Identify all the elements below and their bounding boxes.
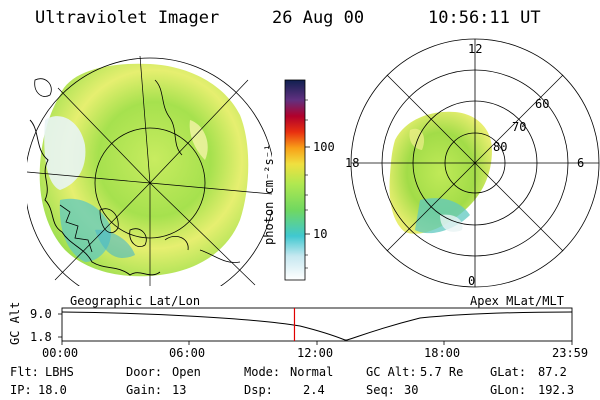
gain-label: Gain: xyxy=(126,383,163,397)
xtick-2359: 23:59 xyxy=(552,346,589,360)
time-label: 10:56:11 UT xyxy=(428,8,541,28)
seq-label: Seq: xyxy=(366,383,395,397)
glon-label: GLon: xyxy=(490,383,527,397)
mode-value: Normal xyxy=(290,365,334,379)
altitude-ylabel: GC Alt xyxy=(8,301,22,345)
filter-label: Flt: xyxy=(10,365,39,379)
glat-label: GLat: xyxy=(490,365,527,379)
coastline xyxy=(29,119,161,276)
altitude-ytick-1.8: 1.8 xyxy=(30,330,52,344)
xtick-1200: 12:00 xyxy=(297,346,334,360)
mlt-label-0: 0 xyxy=(468,274,476,288)
altitude-curve xyxy=(61,311,573,341)
dsp-label: Dsp: xyxy=(244,383,273,397)
colorbar-tick-10: 10 xyxy=(313,227,328,241)
mode-label: Mode: xyxy=(244,365,281,379)
altitude-ytick-9: 9.0 xyxy=(30,307,52,321)
colorbar xyxy=(284,79,306,281)
xtick-0600: 06:00 xyxy=(169,346,206,360)
ip-value: 18.0 xyxy=(38,383,67,397)
gain-value: 13 xyxy=(172,383,187,397)
date-label: 26 Aug 00 xyxy=(272,8,365,28)
colorbar-unit-label: photon cm⁻²s⁻¹ xyxy=(262,143,276,245)
geographic-caption: Geographic Lat/Lon xyxy=(70,294,201,308)
seq-value: 30 xyxy=(404,383,419,397)
mlat-label-80: 80 xyxy=(493,140,508,154)
gc-alt-label: GC Alt: xyxy=(366,365,417,379)
filter-value: LBHS xyxy=(45,365,74,379)
door-value: Open xyxy=(172,365,201,379)
mlat-label-70: 70 xyxy=(512,120,527,134)
instrument-title: Ultraviolet Imager xyxy=(35,8,220,28)
glon-value: 192.3 xyxy=(538,383,575,397)
xtick-1800: 18:00 xyxy=(424,346,461,360)
altitude-plot xyxy=(58,307,573,345)
xtick-0000: 00:00 xyxy=(42,346,79,360)
gc-alt-value: 5.7 Re xyxy=(420,365,464,379)
door-label: Door: xyxy=(126,365,163,379)
geographic-map xyxy=(27,56,272,286)
mlat-label-60: 60 xyxy=(535,97,550,111)
dsp-value: 2.4 xyxy=(303,383,325,397)
magnetic-map xyxy=(350,38,600,288)
colorbar-tick-100: 100 xyxy=(313,140,335,154)
mlt-label-18: 18 xyxy=(345,156,360,170)
glat-value: 87.2 xyxy=(538,365,567,379)
ip-label: IP: xyxy=(10,383,32,397)
mlt-label-12: 12 xyxy=(468,42,483,56)
magnetic-caption: Apex MLat/MLT xyxy=(470,294,564,308)
mlt-label-6: 6 xyxy=(577,156,585,170)
